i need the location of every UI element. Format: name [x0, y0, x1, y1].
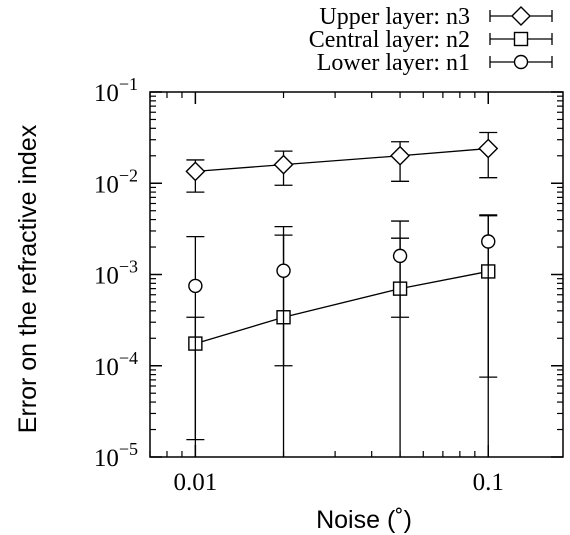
data-point-upper-layer-n3 — [273, 154, 294, 175]
axes: 10−1 10−2 10−3 10−4 10−5 0.01 0.1 — [94, 74, 564, 496]
data-point-upper-layer-n3 — [185, 161, 206, 182]
data-point-lower-layer-n1 — [481, 234, 496, 249]
plot-frame — [149, 91, 564, 458]
plot-area — [185, 131, 499, 457]
data-point-lower-layer-n1 — [188, 278, 203, 294]
x-axis-label: Noise (˚) — [316, 506, 412, 534]
y-tick-label: 10−4 — [94, 348, 138, 381]
data-point-lower-layer-n1 — [276, 263, 291, 278]
x-tick-label: 0.01 — [173, 469, 217, 496]
y-tick-label: 10−2 — [94, 165, 138, 198]
data-point-upper-layer-n3 — [478, 138, 499, 159]
data-point-lower-layer-n1 — [392, 248, 408, 264]
legend-marker — [511, 6, 531, 26]
y-axis-label: Error on the refractive index — [14, 124, 42, 433]
legend-label: Lower layer: n1 — [317, 50, 470, 76]
data-point-upper-layer-n3 — [390, 145, 411, 166]
legend-marker — [513, 31, 529, 47]
legend-label: Central layer: n2 — [309, 27, 470, 53]
x-tick-label: 0.1 — [473, 469, 504, 496]
y-tick-label: 10−3 — [94, 257, 138, 290]
series-line-central-layer-n2 — [195, 270, 489, 345]
y-tick-label: 10−1 — [94, 74, 138, 107]
legend-marker — [513, 54, 529, 70]
y-tick-label: 10−5 — [94, 439, 138, 472]
legend-label: Upper layer: n3 — [319, 4, 470, 30]
series-line-upper-layer-n3 — [195, 147, 489, 173]
